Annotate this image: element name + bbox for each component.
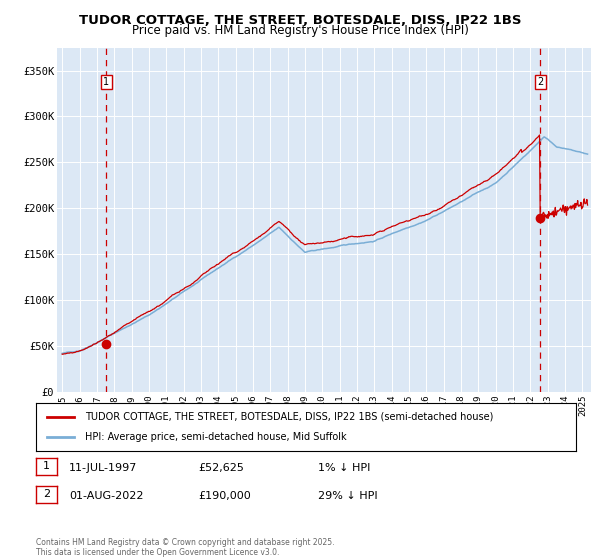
Text: HPI: Average price, semi-detached house, Mid Suffolk: HPI: Average price, semi-detached house,… — [85, 432, 346, 442]
Text: 2: 2 — [43, 489, 50, 500]
Text: £52,625: £52,625 — [198, 463, 244, 473]
Text: 29% ↓ HPI: 29% ↓ HPI — [318, 491, 377, 501]
Text: 1: 1 — [43, 461, 50, 472]
Text: £190,000: £190,000 — [198, 491, 251, 501]
Text: Price paid vs. HM Land Registry's House Price Index (HPI): Price paid vs. HM Land Registry's House … — [131, 24, 469, 37]
Text: 1% ↓ HPI: 1% ↓ HPI — [318, 463, 370, 473]
Text: 01-AUG-2022: 01-AUG-2022 — [69, 491, 143, 501]
Text: Contains HM Land Registry data © Crown copyright and database right 2025.
This d: Contains HM Land Registry data © Crown c… — [36, 538, 335, 557]
Text: TUDOR COTTAGE, THE STREET, BOTESDALE, DISS, IP22 1BS (semi-detached house): TUDOR COTTAGE, THE STREET, BOTESDALE, DI… — [85, 412, 493, 422]
Text: TUDOR COTTAGE, THE STREET, BOTESDALE, DISS, IP22 1BS: TUDOR COTTAGE, THE STREET, BOTESDALE, DI… — [79, 14, 521, 27]
Text: 1: 1 — [103, 77, 109, 87]
Text: 11-JUL-1997: 11-JUL-1997 — [69, 463, 137, 473]
Text: 2: 2 — [537, 77, 544, 87]
